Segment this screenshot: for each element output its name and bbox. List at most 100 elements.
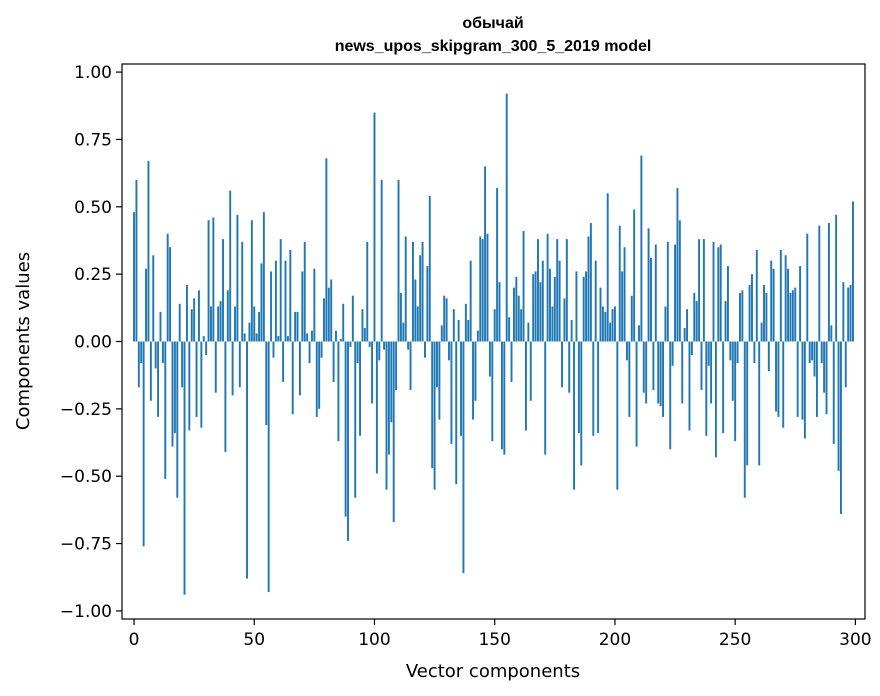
y-tick-label: 0.50 bbox=[74, 198, 112, 218]
bar-component-257 bbox=[751, 274, 753, 342]
bar-component-119 bbox=[419, 255, 422, 342]
bar-component-54 bbox=[262, 212, 265, 342]
bars-group bbox=[133, 93, 854, 595]
bar-component-246 bbox=[724, 301, 727, 342]
bar-component-89 bbox=[347, 341, 349, 541]
bar-component-67 bbox=[294, 311, 297, 342]
bar-component-73 bbox=[308, 341, 311, 364]
y-axis: 1.00 0.75 0.50 0.25 0.00 −0.25 −0.50 −0.75 −1.00 bbox=[60, 63, 122, 622]
bar-component-248 bbox=[729, 341, 732, 361]
bar-component-147 bbox=[486, 233, 489, 342]
bar-component-232 bbox=[690, 341, 693, 355]
bar-component-170 bbox=[541, 260, 544, 342]
bar-component-164 bbox=[527, 322, 530, 342]
bar-component-81 bbox=[327, 287, 330, 342]
bar-component-57 bbox=[270, 271, 273, 342]
bar-component-41 bbox=[231, 341, 234, 396]
bar-component-9 bbox=[154, 341, 157, 369]
bar-component-91 bbox=[351, 295, 354, 342]
bar-component-36 bbox=[219, 301, 222, 342]
bar-component-156 bbox=[508, 317, 511, 342]
bar-component-236 bbox=[700, 341, 703, 390]
bar-component-132 bbox=[450, 341, 453, 444]
bar-component-86 bbox=[339, 338, 342, 342]
bar-component-186 bbox=[580, 341, 583, 466]
bar-component-111 bbox=[399, 293, 402, 342]
bar-component-78 bbox=[320, 341, 323, 358]
bar-component-128 bbox=[440, 325, 443, 342]
bar-component-151 bbox=[496, 187, 499, 342]
bar-component-140 bbox=[469, 260, 472, 342]
bar-component-62 bbox=[282, 341, 285, 382]
bar-component-56 bbox=[267, 341, 270, 593]
bar-component-82 bbox=[330, 279, 333, 342]
x-tick-label: 250 bbox=[719, 630, 751, 650]
bar-component-221 bbox=[664, 306, 667, 342]
bar-component-61 bbox=[279, 239, 282, 342]
bar-component-193 bbox=[597, 341, 600, 434]
bar-component-290 bbox=[830, 325, 833, 342]
bar-component-121 bbox=[424, 341, 426, 358]
bar-component-64 bbox=[286, 336, 289, 342]
bar-component-231 bbox=[688, 341, 691, 431]
bar-component-174 bbox=[551, 306, 554, 342]
bar-component-190 bbox=[589, 222, 592, 342]
bar-component-100 bbox=[373, 112, 376, 342]
bar-component-183 bbox=[573, 341, 576, 490]
bar-component-175 bbox=[553, 276, 556, 342]
bar-component-99 bbox=[371, 341, 374, 404]
bar-component-254 bbox=[743, 341, 746, 498]
bar-component-53 bbox=[260, 263, 263, 342]
bar-component-191 bbox=[592, 341, 595, 436]
bar-component-138 bbox=[464, 303, 467, 342]
bar-component-12 bbox=[161, 341, 164, 364]
y-tick-label: −0.25 bbox=[60, 400, 112, 420]
bar-component-238 bbox=[705, 341, 708, 436]
bar-component-233 bbox=[693, 293, 696, 342]
bar-component-77 bbox=[318, 341, 321, 409]
y-axis-label: Components values bbox=[13, 252, 34, 430]
bar-component-260 bbox=[758, 341, 761, 466]
bar-component-277 bbox=[799, 266, 802, 342]
bar-component-8 bbox=[152, 255, 155, 342]
bar-component-276 bbox=[796, 341, 799, 417]
bar-component-131 bbox=[448, 341, 450, 361]
bar-component-291 bbox=[832, 341, 835, 444]
bar-component-263 bbox=[765, 293, 768, 342]
bar-component-139 bbox=[467, 319, 470, 342]
bar-component-98 bbox=[368, 341, 371, 347]
y-tick-label: 0.00 bbox=[74, 333, 112, 353]
bar-component-141 bbox=[472, 341, 475, 420]
bar-component-274 bbox=[791, 290, 794, 342]
bar-component-258 bbox=[753, 341, 756, 364]
bar-component-199 bbox=[611, 309, 614, 342]
bar-component-173 bbox=[549, 268, 551, 342]
bar-component-185 bbox=[577, 341, 580, 434]
bar-component-137 bbox=[462, 341, 465, 574]
bar-component-213 bbox=[645, 341, 648, 404]
bar-component-18 bbox=[176, 341, 179, 498]
bar-component-94 bbox=[359, 341, 362, 436]
bar-component-218 bbox=[657, 341, 660, 404]
bar-component-168 bbox=[537, 239, 539, 342]
bar-component-76 bbox=[315, 341, 318, 417]
bar-component-49 bbox=[250, 220, 253, 342]
bar-component-102 bbox=[378, 341, 381, 361]
bar-component-230 bbox=[686, 309, 689, 342]
bar-component-220 bbox=[662, 341, 664, 417]
bar-component-47 bbox=[246, 341, 248, 579]
bar-component-31 bbox=[207, 220, 210, 342]
bar-component-115 bbox=[409, 341, 412, 390]
bar-component-256 bbox=[748, 284, 751, 342]
bar-component-249 bbox=[731, 341, 734, 401]
bar-component-14 bbox=[166, 233, 169, 342]
bar-component-7 bbox=[149, 341, 152, 401]
bar-component-40 bbox=[229, 190, 232, 342]
bar-component-13 bbox=[164, 341, 167, 479]
bar-component-201 bbox=[616, 341, 619, 490]
bar-component-10 bbox=[157, 341, 160, 417]
bar-component-247 bbox=[726, 266, 729, 342]
bar-component-0 bbox=[133, 212, 135, 342]
bar-component-96 bbox=[363, 328, 366, 342]
bar-component-19 bbox=[178, 303, 181, 342]
